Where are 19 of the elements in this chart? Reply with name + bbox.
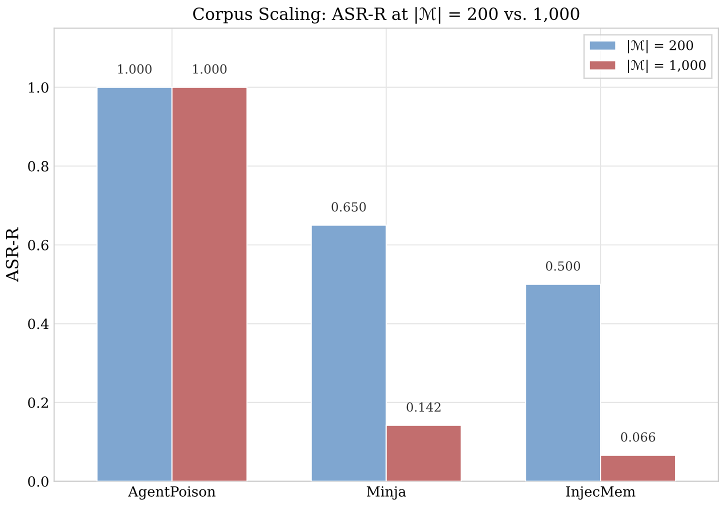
y-tick-label: 0.6 <box>28 240 48 250</box>
y-tick-label: 0.8 <box>28 161 48 172</box>
chart-title: Corpus Scaling: ASR-R at |ℳ| = 200 vs. 1,000 <box>193 7 580 24</box>
y-axis-title: ASR-R <box>6 227 18 282</box>
y-tick-label: 1.0 <box>28 82 48 93</box>
legend-label: |ℳ| = 1,000 <box>628 60 706 74</box>
x-tick-label: AgentPoison <box>128 486 216 500</box>
legend-label: |ℳ| = 200 <box>628 40 694 54</box>
y-tick-label: 0.4 <box>28 318 49 330</box>
data-label: 0.650 <box>332 202 366 212</box>
x-tick-label: Minja <box>366 486 406 500</box>
data-label: 0.142 <box>406 402 440 412</box>
data-label: 1.000 <box>193 64 227 74</box>
x-tick-label: InjecMem <box>566 486 636 500</box>
data-label: 0.500 <box>546 261 580 271</box>
data-label: 0.066 <box>620 432 656 442</box>
y-tick-label: 0.2 <box>28 397 48 408</box>
data-label: 1.000 <box>118 64 152 74</box>
y-tick-label: 0.0 <box>28 476 48 487</box>
